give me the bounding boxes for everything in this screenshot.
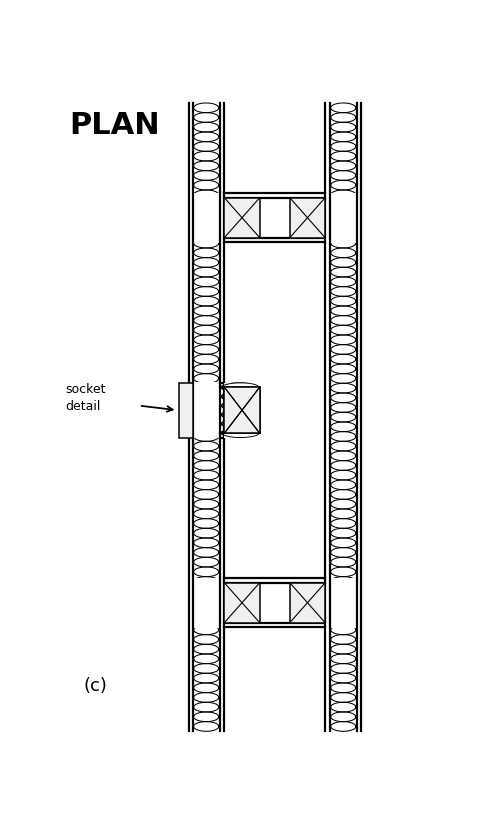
Bar: [329, 192, 356, 243]
Text: PLAN: PLAN: [69, 112, 160, 140]
Bar: [224, 383, 261, 438]
Text: (c): (c): [83, 677, 107, 695]
Bar: [192, 577, 219, 628]
Bar: [224, 197, 259, 238]
Bar: [224, 387, 259, 434]
Bar: [289, 197, 324, 238]
Bar: [289, 582, 324, 623]
Bar: [224, 582, 259, 623]
Bar: [192, 192, 219, 243]
Text: socket
detail: socket detail: [65, 383, 106, 413]
Bar: [179, 383, 192, 438]
Bar: [192, 382, 221, 439]
Bar: [224, 387, 259, 434]
Bar: [329, 577, 356, 628]
